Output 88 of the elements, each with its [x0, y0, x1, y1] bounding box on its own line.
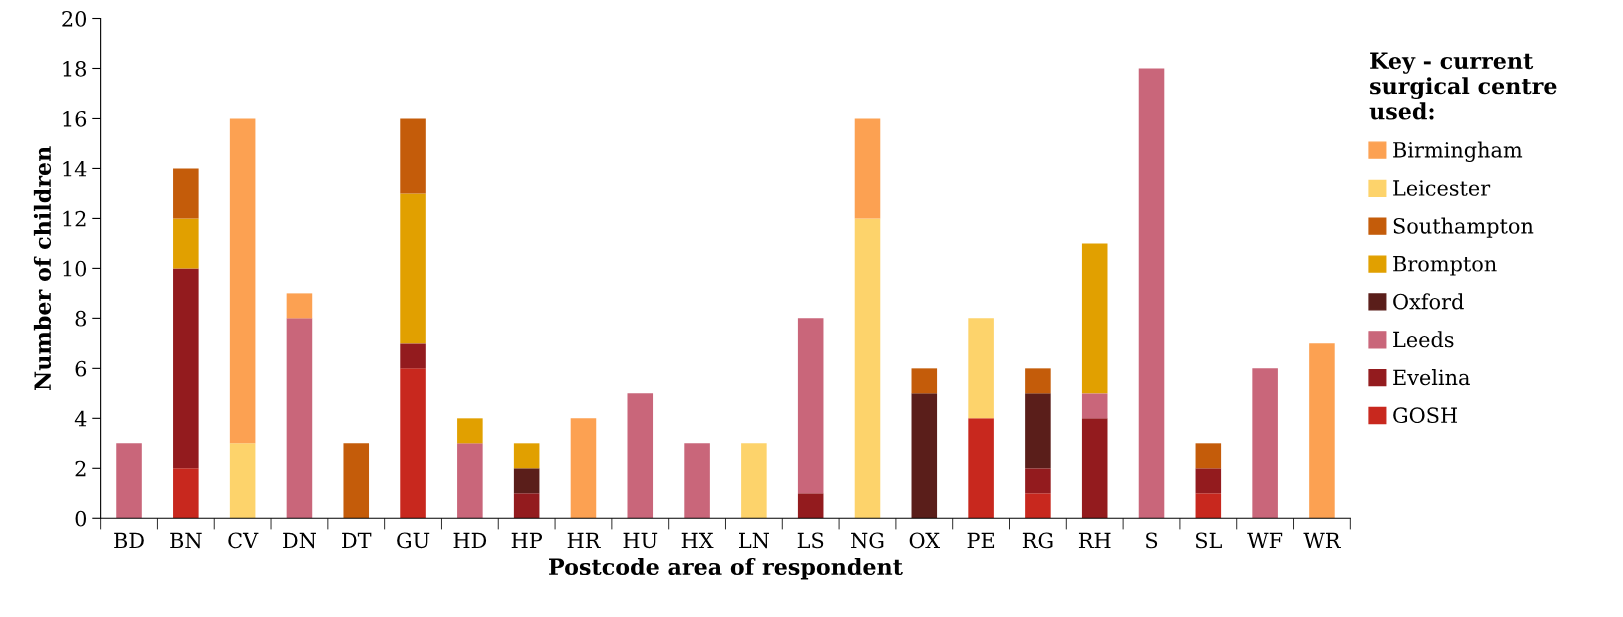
y-tick-label: 2 [75, 460, 86, 477]
legend-label: Leeds [1393, 331, 1454, 348]
x-axis-title: Postcode area of respondent [549, 557, 903, 580]
bar [513, 443, 540, 469]
bar [229, 118, 256, 444]
x-tick-label: BN [170, 532, 202, 549]
x-tick-label: LN [739, 532, 769, 549]
x-tick-label: RG [1022, 532, 1053, 549]
bar [741, 443, 767, 519]
bar [797, 493, 824, 519]
bar [1025, 493, 1051, 519]
legend-label: Evelina [1393, 369, 1470, 386]
bar [116, 443, 142, 519]
bar [513, 468, 540, 494]
bar [229, 443, 256, 519]
x-tick-label: RH [1078, 532, 1111, 548]
bar [1025, 468, 1051, 494]
y-tick-label: 6 [75, 360, 87, 377]
x-tick-label: HX [681, 532, 714, 548]
bar [1081, 243, 1108, 394]
bar [1138, 68, 1165, 519]
bar [173, 468, 199, 519]
y-tick-label: 4 [74, 410, 87, 427]
y-tick-label: 10 [63, 260, 87, 277]
bar [854, 118, 881, 219]
bar [400, 118, 426, 194]
bar [457, 418, 483, 444]
bar [854, 218, 881, 519]
x-tick-label: S [1146, 532, 1158, 549]
legend-label: GOSH [1393, 407, 1458, 424]
x-tick-label: HU [623, 532, 658, 549]
bar [1195, 493, 1222, 519]
legend-label: Southampton [1393, 217, 1534, 238]
y-tick-label: 18 [63, 60, 87, 77]
bar [1195, 468, 1222, 494]
bar [684, 443, 710, 519]
bar [513, 493, 540, 519]
x-tick-label: HD [453, 532, 487, 548]
x-tick-label: DN [283, 532, 316, 549]
x-tick-label: SL [1196, 532, 1222, 549]
x-tick-label: WF [1247, 532, 1283, 548]
x-tick-label: OX [909, 532, 940, 549]
bar [286, 293, 313, 319]
x-tick-label: HR [567, 532, 601, 548]
x-tick-label: LS [797, 532, 824, 549]
y-tick-label: 8 [75, 310, 87, 327]
bar [173, 218, 199, 269]
bar [1025, 393, 1051, 469]
x-tick-label: BD [114, 532, 144, 548]
bar [1081, 418, 1108, 519]
y-tick-label: 14 [63, 160, 87, 177]
bar [627, 393, 654, 519]
bar [570, 418, 597, 519]
y-tick-label: 12 [63, 210, 86, 227]
bar [1025, 368, 1051, 394]
x-tick-label: NG [851, 532, 884, 549]
bar [797, 318, 824, 494]
y-axis-title: Number of children [33, 146, 52, 391]
x-tick-label: HP [511, 532, 543, 548]
bar [343, 443, 370, 519]
bar [457, 443, 483, 519]
bar [1195, 443, 1222, 469]
bar [968, 318, 994, 419]
bar [400, 343, 426, 369]
bar [1081, 393, 1108, 419]
bar [968, 418, 994, 519]
legend-label: Oxford [1393, 293, 1464, 310]
bar [911, 393, 938, 519]
y-tick-label: 16 [63, 110, 87, 127]
bar [286, 318, 313, 519]
legend-label: Leicester [1393, 180, 1491, 196]
y-tick-label: 0 [75, 510, 87, 527]
bar [1252, 368, 1278, 519]
bar [400, 368, 426, 519]
legend-title: Key - current surgical centre used: [1369, 52, 1557, 120]
x-tick-label: WR [1303, 532, 1341, 548]
bar [400, 193, 426, 344]
x-tick-label: PE [967, 532, 995, 548]
legend-label: Birmingham [1393, 141, 1523, 163]
bar [1309, 343, 1335, 519]
x-tick-label: CV [228, 532, 259, 549]
bar [173, 168, 199, 219]
x-tick-label: DT [342, 532, 372, 548]
legend-label: Brompton [1393, 256, 1497, 276]
y-tick-label: 20 [62, 10, 87, 27]
x-tick-label: GU [397, 532, 430, 549]
bar [173, 268, 199, 469]
bar [911, 368, 938, 394]
